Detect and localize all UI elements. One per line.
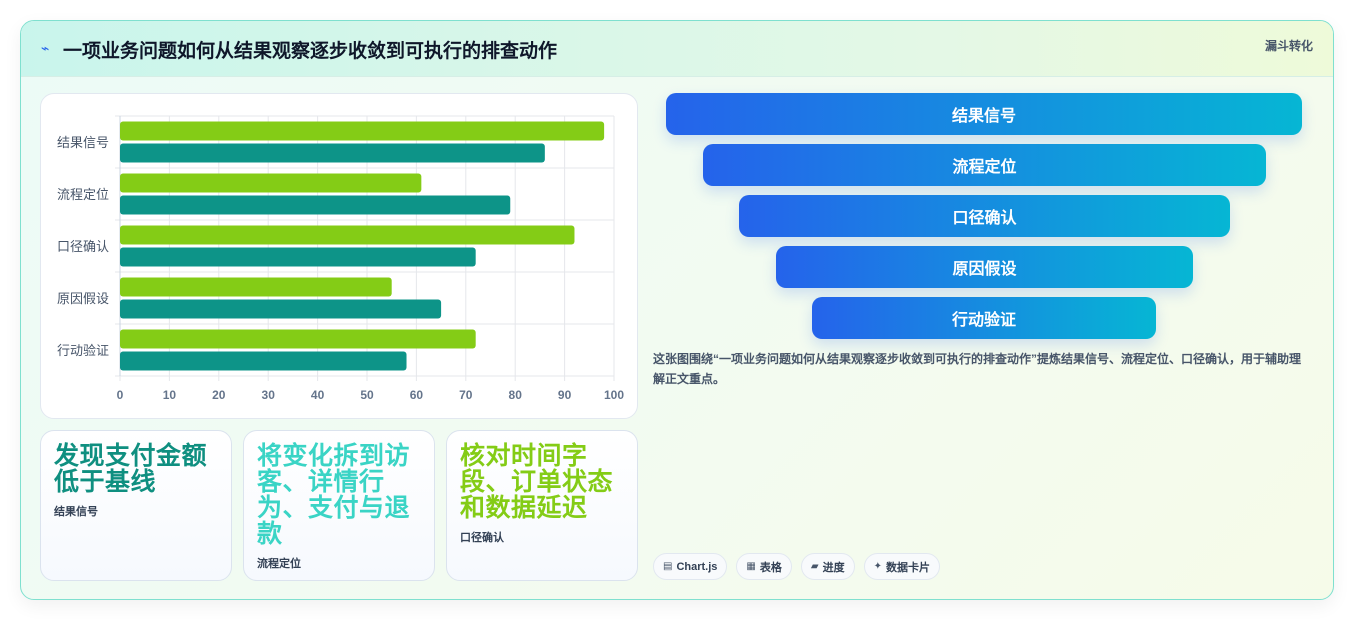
bar bbox=[120, 247, 476, 267]
chip-row: ▤ Chart.js ▦ 表格 ▰ 进度 ✦ 数据卡片 bbox=[653, 553, 940, 580]
kpi-value: 核对时间字段、订单状态和数据延迟 bbox=[460, 442, 614, 522]
card-header: ⌁ 一项业务问题如何从结果观察逐步收敛到可执行的排查动作 漏斗转化 bbox=[21, 21, 1333, 77]
y-tick-label: 原因假设 bbox=[57, 291, 109, 306]
chip-progress[interactable]: ▰ 进度 bbox=[800, 553, 855, 580]
bar bbox=[120, 329, 476, 349]
x-tick-label: 100 bbox=[604, 388, 624, 402]
chip-label: 表格 bbox=[759, 561, 782, 574]
kpi-value: 将变化拆到访客、详情行为、支付与退款 bbox=[257, 442, 411, 548]
kpi-card-result-signal: 发现支付金额低于基线 结果信号 bbox=[40, 430, 232, 581]
bar bbox=[120, 195, 511, 215]
kpi-label: 流程定位 bbox=[257, 558, 301, 570]
chart-icon: ▤ bbox=[663, 561, 673, 572]
lightning-icon: ⌁ bbox=[41, 40, 50, 56]
table-icon: ▦ bbox=[746, 561, 756, 572]
x-tick-label: 50 bbox=[360, 388, 374, 402]
funnel-stage: 口径确认 bbox=[739, 195, 1230, 237]
funnel-stage: 结果信号 bbox=[666, 93, 1302, 135]
x-tick-label: 60 bbox=[410, 388, 424, 402]
funnel-stage: 流程定位 bbox=[703, 144, 1266, 186]
y-tick-label: 流程定位 bbox=[57, 187, 109, 202]
progress-icon: ▰ bbox=[810, 561, 819, 572]
bar bbox=[120, 277, 392, 297]
y-tick-label: 口径确认 bbox=[57, 239, 109, 254]
x-tick-label: 20 bbox=[212, 388, 226, 402]
x-tick-label: 40 bbox=[311, 388, 325, 402]
bar bbox=[120, 143, 545, 163]
x-tick-label: 70 bbox=[459, 388, 473, 402]
kpi-card-metric-definition: 核对时间字段、订单状态和数据延迟 口径确认 bbox=[446, 430, 638, 581]
kpi-card-process-location: 将变化拆到访客、详情行为、支付与退款 流程定位 bbox=[243, 430, 435, 581]
bar bbox=[120, 225, 575, 245]
chip-label: Chart.js bbox=[676, 560, 718, 573]
x-tick-label: 10 bbox=[163, 388, 177, 402]
x-tick-label: 30 bbox=[262, 388, 276, 402]
kpi-label: 口径确认 bbox=[460, 532, 504, 544]
chip-data-card[interactable]: ✦ 数据卡片 bbox=[863, 553, 940, 580]
bar bbox=[120, 351, 407, 371]
chip-label: 数据卡片 bbox=[885, 561, 930, 574]
bar bbox=[120, 173, 422, 193]
chart-type-tag: 漏斗转化 bbox=[1264, 39, 1313, 53]
main-card: ⌁ 一项业务问题如何从结果观察逐步收敛到可执行的排查动作 漏斗转化 0 10 20 3… bbox=[20, 20, 1334, 600]
chip-label: 进度 bbox=[822, 561, 845, 574]
x-tick-label: 80 bbox=[509, 388, 523, 402]
bar-chart: 0 10 20 30 40 50 60 70 80 90 100 结果信号流程定位口径确认原因假设行动… bbox=[57, 115, 624, 402]
y-tick-label: 行动验证 bbox=[57, 343, 109, 358]
y-tick-label: 结果信号 bbox=[57, 135, 109, 150]
bar bbox=[120, 299, 442, 319]
chip-table[interactable]: ▦ 表格 bbox=[736, 553, 792, 580]
kpi-label: 结果信号 bbox=[54, 506, 98, 518]
bar bbox=[120, 121, 605, 141]
chip-chartjs[interactable]: ▤ Chart.js bbox=[653, 553, 728, 580]
sparkle-icon: ✦ bbox=[873, 561, 882, 572]
x-tick-label: 90 bbox=[558, 388, 572, 402]
funnel-stage: 原因假设 bbox=[776, 246, 1193, 288]
kpi-value: 发现支付金额低于基线 bbox=[54, 442, 208, 496]
x-tick-label: 0 bbox=[117, 388, 124, 402]
funnel-stage: 行动验证 bbox=[812, 297, 1156, 339]
page-title: 一项业务问题如何从结果观察逐步收敛到可执行的排查动作 bbox=[63, 41, 558, 62]
chart-description: 这张图围绕“一项业务问题如何从结果观察逐步收敛到可执行的排查动作”提炼结果信号、… bbox=[653, 352, 1302, 386]
bar-chart-panel: 0 10 20 30 40 50 60 70 80 90 100 结果信号流程定位口径确认原因假设行动… bbox=[40, 93, 638, 419]
